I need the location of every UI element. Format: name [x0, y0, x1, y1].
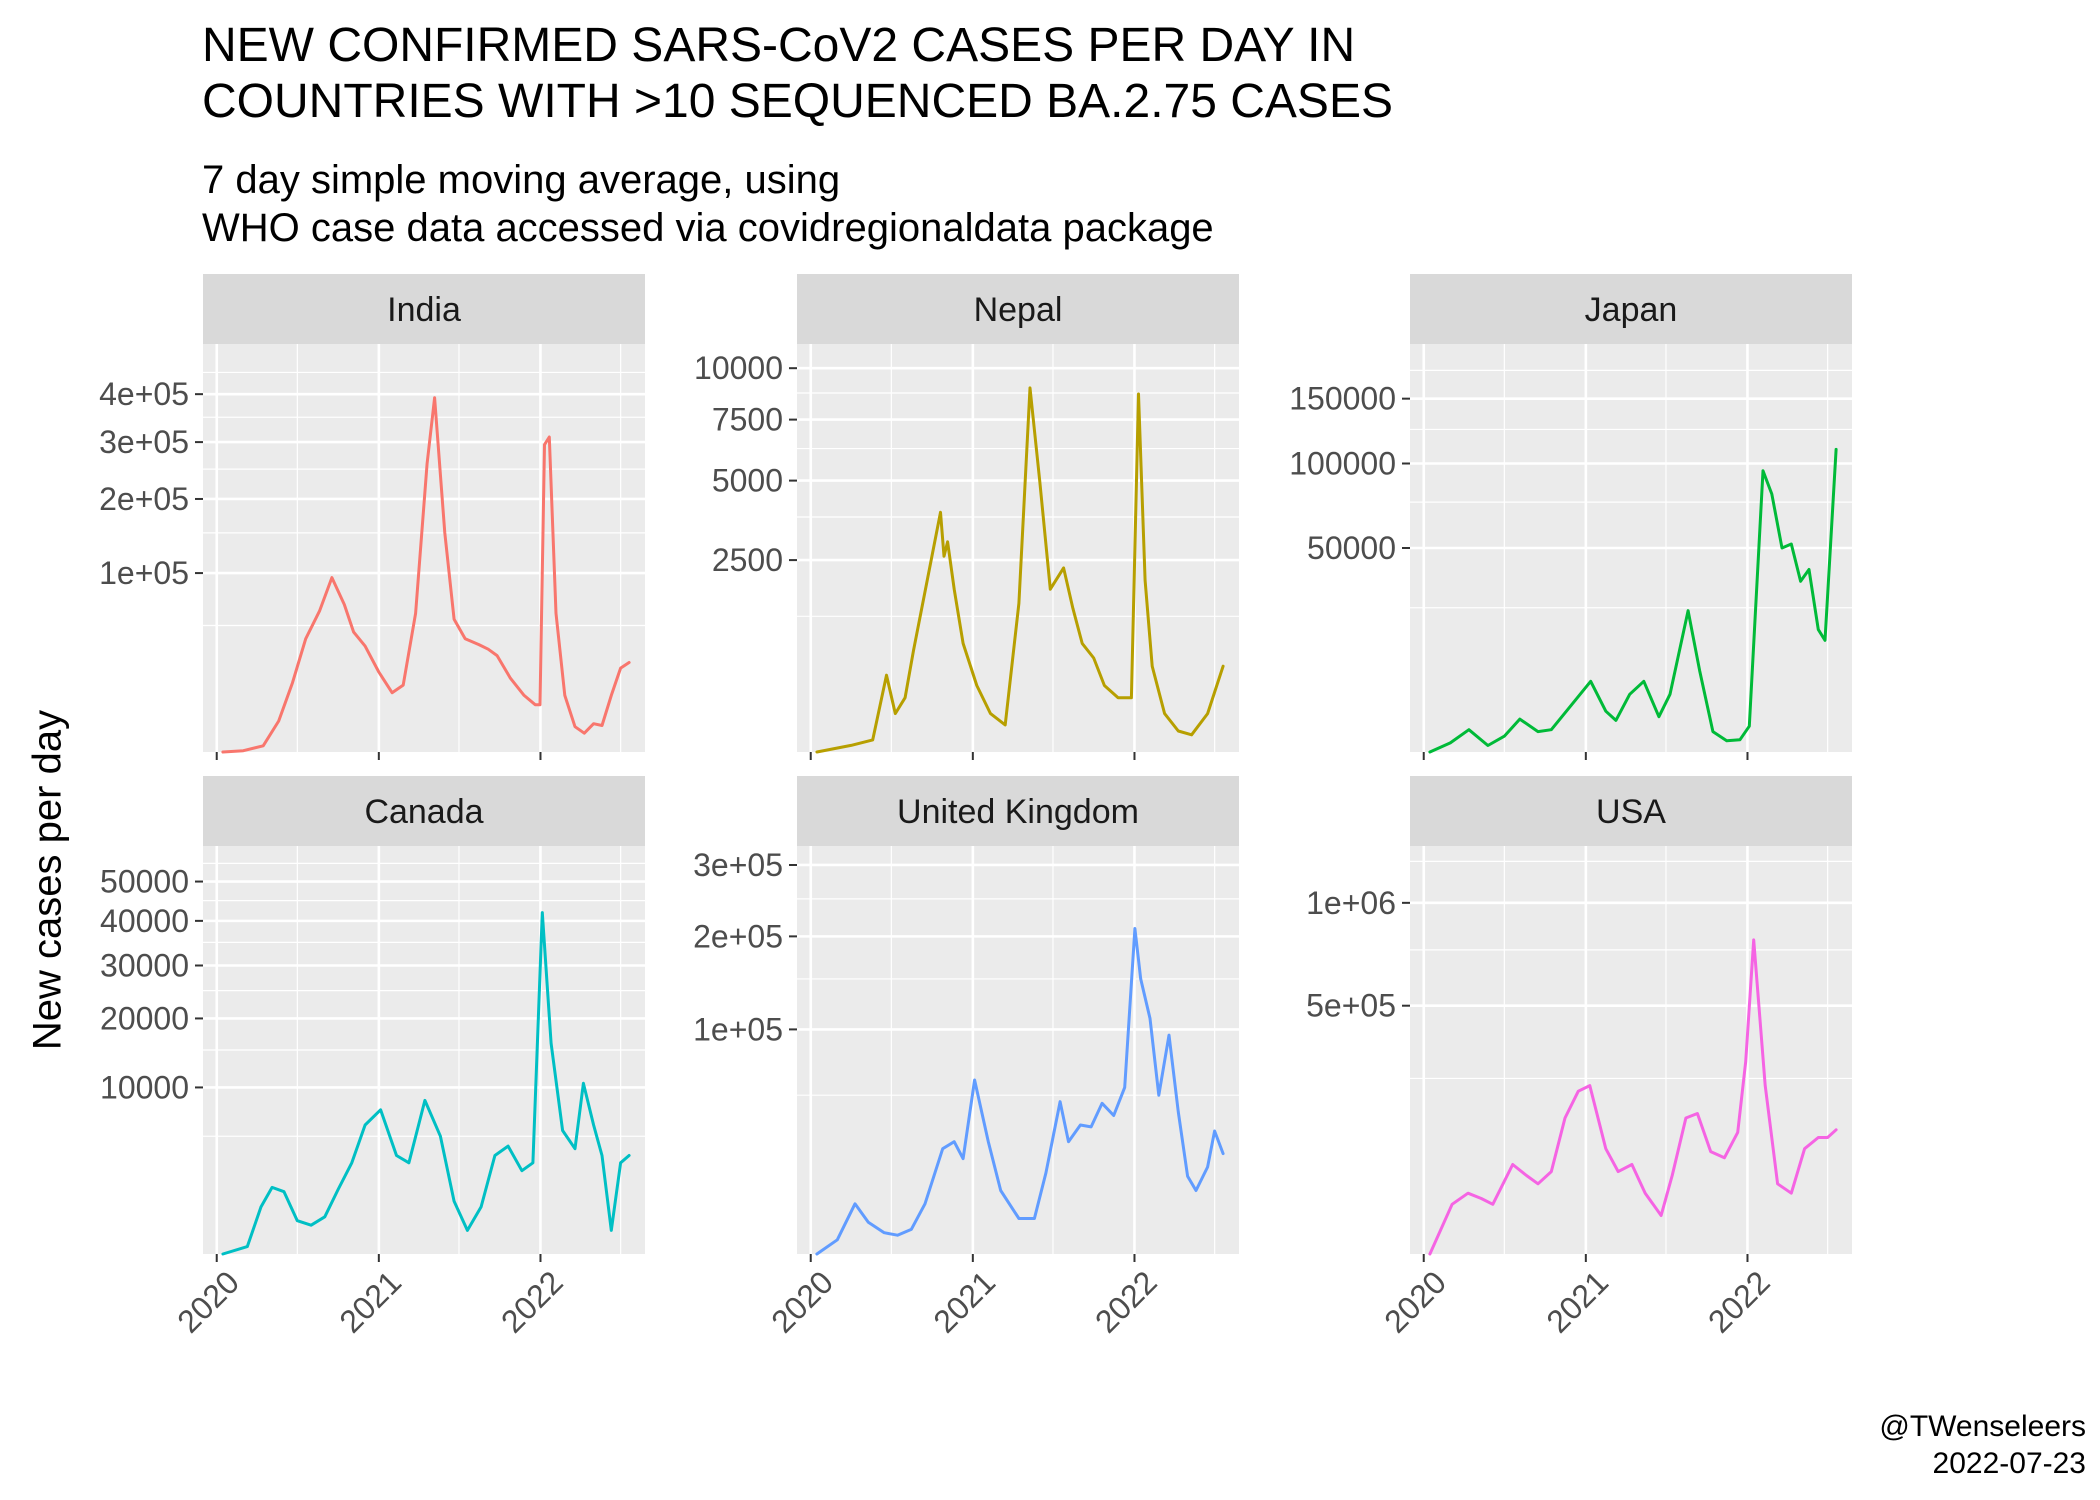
caption-date: 2022-07-23 — [1932, 1447, 2086, 1480]
y-tick-label: 10000 — [694, 350, 783, 386]
panel-background — [1410, 846, 1852, 1254]
y-tick-label: 50000 — [1307, 530, 1396, 566]
y-tick-label: 3e+05 — [99, 424, 189, 460]
y-tick-label: 2e+05 — [693, 918, 783, 954]
x-tick-label: 2021 — [1539, 1264, 1615, 1340]
y-tick-label: 5000 — [712, 463, 783, 499]
x-tick-label: 2021 — [926, 1264, 1002, 1340]
y-tick-label: 1e+05 — [99, 555, 189, 591]
y-tick-label: 100000 — [1289, 446, 1396, 482]
panel-usa: USA 5e+05 1e+06 2020 2021 2022 — [1306, 776, 1852, 1340]
x-tick-label: 2022 — [1088, 1264, 1164, 1340]
series-line-usa — [1428, 938, 1838, 1256]
y-tick-label: 4e+05 — [99, 376, 189, 412]
facet-strip — [1410, 776, 1852, 846]
y-tick-label: 5e+05 — [1306, 988, 1396, 1024]
facet-strip-label: Canada — [364, 793, 483, 831]
series-line-india — [221, 396, 631, 754]
y-tick-label: 1e+06 — [1306, 885, 1396, 921]
y-tick-label: 1e+05 — [693, 1011, 783, 1047]
series-line-canada — [221, 911, 631, 1256]
panel-india: India 1e+05 2e+05 3e+05 4e+05 — [99, 274, 645, 760]
y-tick-label: 40000 — [100, 903, 189, 939]
facet-strip — [1410, 274, 1852, 344]
x-tick-label: 2020 — [764, 1264, 840, 1340]
y-tick-label: 2500 — [712, 542, 783, 578]
x-tick-label: 2021 — [332, 1264, 408, 1340]
series-line-japan — [1428, 447, 1838, 754]
panel-united-kingdom: United Kingdom 1e+05 2e+05 3e+05 2020 2021 202… — [693, 776, 1239, 1340]
chart-subtitle: 7 day simple moving average, using WHO c… — [202, 158, 1214, 250]
y-tick-label: 10000 — [100, 1069, 189, 1105]
x-tick-label: 2020 — [1377, 1264, 1453, 1340]
panel-nepal: Nepal 2500 5000 7500 10000 — [694, 274, 1239, 760]
facet-strip-label: United Kingdom — [897, 793, 1139, 831]
y-tick-label: 2e+05 — [99, 481, 189, 517]
y-tick-label: 7500 — [712, 402, 783, 438]
x-tick-label: 2022 — [1701, 1264, 1777, 1340]
facet-strip-label: Japan — [1585, 291, 1678, 329]
facet-strip — [797, 776, 1239, 846]
panel-background — [797, 846, 1239, 1254]
x-tick-label: 2020 — [170, 1264, 246, 1340]
panel-background — [797, 344, 1239, 752]
series-line-united-kingdom — [815, 927, 1225, 1256]
y-tick-label: 50000 — [100, 864, 189, 900]
facet-strip-label: Nepal — [974, 291, 1063, 329]
y-tick-label: 3e+05 — [693, 847, 783, 883]
facet-strip-label: India — [387, 291, 461, 329]
facet-strip — [203, 274, 645, 344]
y-tick-label: 150000 — [1289, 381, 1396, 417]
caption: @TWenseleers 2022-07-23 — [1879, 1408, 2086, 1482]
facet-strip-label: USA — [1596, 793, 1666, 831]
panel-background — [203, 344, 645, 752]
panel-japan: Japan 50000 100000 150000 — [1289, 274, 1852, 760]
y-tick-label: 30000 — [100, 948, 189, 984]
facet-strip — [203, 776, 645, 846]
x-tick-label: 2022 — [494, 1264, 570, 1340]
y-tick-label: 20000 — [100, 1000, 189, 1036]
chart-title: NEW CONFIRMED SARS-CoV2 CASES PER DAY IN… — [202, 19, 1393, 128]
caption-handle: @TWenseleers — [1879, 1410, 2086, 1443]
series-line-nepal — [815, 386, 1225, 754]
facet-strip — [797, 274, 1239, 344]
